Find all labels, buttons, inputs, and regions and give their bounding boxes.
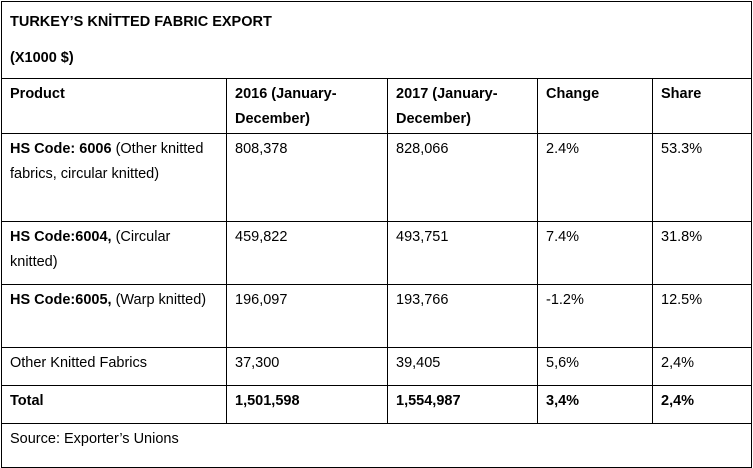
title-row: TURKEY’S KNİTTED FABRIC EXPORT (X1000 $) <box>1 1 752 79</box>
hs-code: HS Code:6005, <box>10 292 112 308</box>
product-cell: HS Code: 6006 (Other knitted fabrics, ci… <box>1 133 227 222</box>
change-value: 2.4% <box>537 133 653 222</box>
header-share: Share <box>652 78 752 134</box>
change-value: -1.2% <box>537 284 653 348</box>
share-value: 2,4% <box>652 347 752 386</box>
value-2016: 459,822 <box>226 221 388 285</box>
header-2016: 2016 (January-December) <box>226 78 388 134</box>
total-change: 3,4% <box>537 385 653 424</box>
share-value: 12.5% <box>652 284 752 348</box>
value-2017: 493,751 <box>387 221 538 285</box>
header-product: Product <box>1 78 227 134</box>
total-row: Total 1,501,598 1,554,987 3,4% 2,4% <box>1 385 752 424</box>
hs-code: HS Code:6004, <box>10 229 112 245</box>
value-2016: 37,300 <box>226 347 388 386</box>
share-value: 31.8% <box>652 221 752 285</box>
value-2016: 808,378 <box>226 133 388 222</box>
header-2017: 2017 (January-December) <box>387 78 538 134</box>
title-line-2: (X1000 $) <box>10 50 74 66</box>
title-line-1: TURKEY’S KNİTTED FABRIC EXPORT <box>10 14 272 30</box>
header-change: Change <box>537 78 653 134</box>
share-value: 53.3% <box>652 133 752 222</box>
total-2017: 1,554,987 <box>387 385 538 424</box>
source-row: Source: Exporter’s Unions <box>1 423 752 468</box>
product-desc: (Other knitted fabrics, circular knitted… <box>10 141 204 182</box>
product-desc: (Warp knitted) <box>111 292 207 308</box>
header-row: Product 2016 (January-December) 2017 (Ja… <box>1 78 752 134</box>
product-cell: HS Code:6005, (Warp knitted) <box>1 284 227 348</box>
source-note: Source: Exporter’s Unions <box>1 423 752 468</box>
total-2016: 1,501,598 <box>226 385 388 424</box>
value-2017: 39,405 <box>387 347 538 386</box>
change-value: 7.4% <box>537 221 653 285</box>
product-desc: (Circular knitted) <box>10 229 171 270</box>
total-label: Total <box>1 385 227 424</box>
product-cell: HS Code:6004, (Circular knitted) <box>1 221 227 285</box>
table-row: HS Code:6005, (Warp knitted) 196,097 193… <box>1 284 752 348</box>
value-2017: 193,766 <box>387 284 538 348</box>
table-row: HS Code:6004, (Circular knitted) 459,822… <box>1 221 752 285</box>
value-2016: 196,097 <box>226 284 388 348</box>
hs-code: HS Code: 6006 <box>10 141 112 157</box>
product-desc: Other Knitted Fabrics <box>10 355 147 371</box>
table-title: TURKEY’S KNİTTED FABRIC EXPORT (X1000 $) <box>1 1 752 79</box>
change-value: 5,6% <box>537 347 653 386</box>
table-row: HS Code: 6006 (Other knitted fabrics, ci… <box>1 133 752 222</box>
total-share: 2,4% <box>652 385 752 424</box>
table-row: Other Knitted Fabrics 37,300 39,405 5,6%… <box>1 347 752 386</box>
product-cell: Other Knitted Fabrics <box>1 347 227 386</box>
value-2017: 828,066 <box>387 133 538 222</box>
